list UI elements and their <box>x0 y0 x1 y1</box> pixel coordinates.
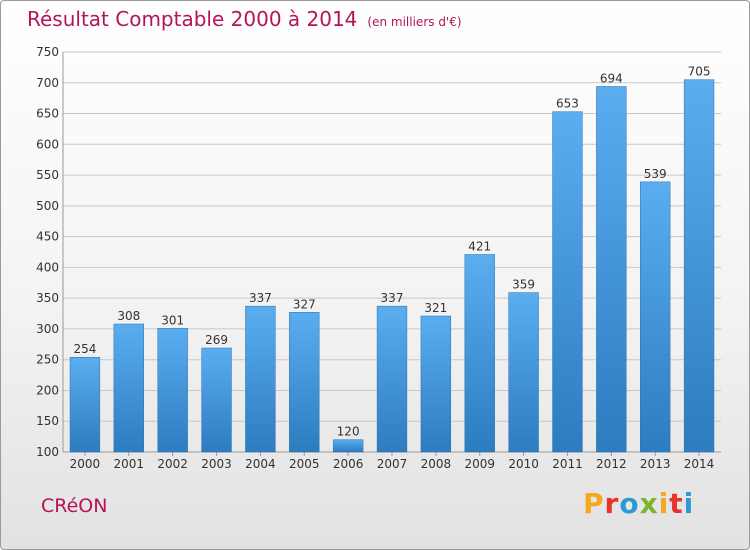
bar <box>376 305 408 453</box>
proxiti-logo: Proxiti <box>583 487 694 520</box>
bar <box>640 181 671 453</box>
y-tick-label: 700 <box>36 76 59 90</box>
bar <box>464 254 495 453</box>
logo-letter: o <box>619 487 640 520</box>
bar-value-label: 653 <box>556 97 579 111</box>
bar-value-label: 321 <box>424 301 447 315</box>
y-tick-label: 350 <box>36 291 59 305</box>
bar <box>289 312 320 453</box>
bar-value-label: 539 <box>644 167 667 181</box>
y-tick-label: 300 <box>36 322 59 336</box>
x-tick-label: 2005 <box>289 457 320 471</box>
bar-value-label: 421 <box>468 239 491 253</box>
y-tick-label: 500 <box>36 199 59 213</box>
x-tick-label: 2000 <box>70 457 101 471</box>
bar-value-label: 359 <box>512 278 535 292</box>
logo-letter: x <box>639 487 659 520</box>
bar <box>508 292 539 453</box>
x-tick-label: 2014 <box>684 457 715 471</box>
x-tick-label: 2007 <box>377 457 408 471</box>
y-tick-label: 750 <box>36 45 59 59</box>
bar <box>113 323 144 453</box>
x-tick-label: 2004 <box>245 457 276 471</box>
labels: 100 150 200 250 300 350 400 450 500 550 600 650 700 7… <box>36 45 714 471</box>
logo-letter: t <box>669 487 684 520</box>
y-tick-label: 650 <box>36 107 59 121</box>
bar-value-label: 269 <box>205 333 228 347</box>
x-tick-label: 2011 <box>552 457 583 471</box>
x-tick-label: 2010 <box>508 457 539 471</box>
bar-value-label: 327 <box>293 297 316 311</box>
bar-value-label: 337 <box>249 291 272 305</box>
x-tick-label: 2006 <box>333 457 364 471</box>
x-tick-label: 2009 <box>464 457 495 471</box>
bar <box>201 347 232 453</box>
logo-letter: P <box>583 487 605 520</box>
logo-letter: i <box>658 487 670 520</box>
bar <box>245 305 276 453</box>
bar <box>552 111 583 453</box>
logo-letter: i <box>683 487 695 520</box>
chart-unit: (en milliers d'€) <box>367 15 462 29</box>
bar-value-label: 694 <box>600 71 623 85</box>
x-tick-label: 2002 <box>157 457 188 471</box>
bar-value-label: 120 <box>337 425 360 439</box>
y-tick-label: 600 <box>36 137 59 151</box>
bar-value-label: 308 <box>117 309 140 323</box>
y-tick-label: 200 <box>36 383 59 397</box>
bar-value-label: 337 <box>381 291 404 305</box>
y-tick-label: 100 <box>36 445 59 459</box>
x-tick-label: 2001 <box>114 457 145 471</box>
x-tick-label: 2003 <box>201 457 232 471</box>
y-tick-label: 150 <box>36 414 59 428</box>
bar-value-label: 254 <box>73 342 96 356</box>
x-tick-label: 2008 <box>421 457 452 471</box>
bars <box>69 79 715 453</box>
bar <box>157 328 188 453</box>
x-tick-label: 2013 <box>640 457 671 471</box>
bar <box>69 356 101 453</box>
logo-letter: r <box>604 487 620 520</box>
bar <box>420 315 452 453</box>
commune-name: CRéON <box>41 495 108 517</box>
y-tick-label: 250 <box>36 353 59 367</box>
y-tick-label: 450 <box>36 230 59 244</box>
y-tick-label: 400 <box>36 260 59 274</box>
bar <box>596 86 627 453</box>
chart-title: Résultat Comptable 2000 à 2014 (en millie… <box>27 7 462 31</box>
x-tick-label: 2012 <box>596 457 627 471</box>
y-tick-label: 550 <box>36 168 59 182</box>
bar-value-label: 705 <box>688 65 711 79</box>
bar <box>332 439 364 453</box>
bar <box>683 79 715 453</box>
bar-value-label: 301 <box>161 313 184 327</box>
